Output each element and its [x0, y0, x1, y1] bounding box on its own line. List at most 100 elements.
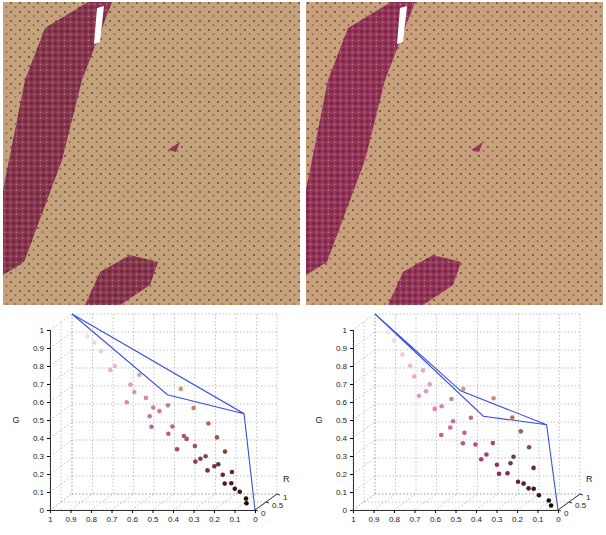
grid-line [375, 350, 580, 351]
point [479, 457, 484, 462]
tick-label: 0.1 [532, 515, 544, 524]
tick: 0.2 [209, 510, 221, 524]
tick-label: 0.7 [336, 380, 348, 389]
tick: 0.7 [106, 510, 118, 524]
tick: 0.7 [409, 510, 421, 524]
grid-line [113, 314, 114, 494]
tick: 0.4 [471, 510, 483, 524]
tick-mark [47, 438, 50, 439]
tick: 0.6 [430, 510, 442, 524]
tick-label: 1 [343, 326, 348, 335]
z-axis: 00.51R [558, 474, 593, 518]
fibrous-band [306, 2, 415, 275]
point [469, 416, 474, 421]
tick: 0.2 [512, 510, 524, 524]
tick-mark [435, 510, 436, 513]
grid-line [133, 314, 134, 494]
grid-line [72, 404, 277, 405]
tissue-nuclei [306, 2, 603, 305]
tick: 0.2 [336, 470, 353, 479]
histology-image [306, 2, 603, 305]
tissue-nuclei [3, 2, 300, 305]
fibrous-band [85, 255, 158, 305]
tick-mark [350, 420, 353, 421]
tick: 0.3 [491, 510, 503, 524]
tick-label: 0.4 [168, 515, 180, 524]
grid-line [364, 322, 365, 502]
point [221, 473, 226, 478]
histology-image [3, 2, 300, 305]
tick-label: 0.1 [33, 488, 45, 497]
tick-mark [173, 510, 174, 513]
tick-label: 0.8 [389, 515, 401, 524]
tick-mark [517, 510, 518, 513]
tick: 0.9 [368, 510, 380, 524]
point [113, 364, 118, 369]
tick-mark [476, 510, 477, 513]
tick-mark [112, 510, 113, 513]
tick-label: 0 [40, 506, 45, 515]
tick: 0.8 [86, 510, 98, 524]
grid-line [375, 494, 580, 495]
point [521, 481, 526, 486]
tick-label: 0.6 [336, 398, 348, 407]
grid-line [91, 494, 113, 510]
grid-line [256, 314, 257, 494]
grid-line [539, 314, 540, 494]
grid-line [375, 386, 580, 387]
grid-line [72, 440, 277, 441]
point [205, 468, 210, 473]
tick-label: 0 [343, 506, 348, 515]
fibrous-texture [388, 255, 461, 305]
z-axis: 00.51R [255, 474, 290, 518]
tick-mark [350, 474, 353, 475]
grid [50, 314, 277, 510]
y-axis: 00.10.20.30.40.50.60.70.80.91 [336, 326, 354, 515]
tick-mark [350, 330, 353, 331]
tick-mark [255, 510, 258, 511]
grid-line [375, 422, 580, 423]
tick-label: 0 [253, 515, 258, 524]
tick-label: 0.2 [336, 470, 348, 479]
point [386, 330, 391, 335]
point [527, 445, 532, 450]
fibrous-band [388, 255, 461, 305]
point [491, 441, 496, 446]
point [537, 493, 542, 498]
point [92, 340, 97, 345]
tick-mark [497, 510, 498, 513]
hull-line [72, 314, 255, 510]
point [491, 396, 496, 401]
tick: 0.6 [127, 510, 139, 524]
tick-mark [91, 510, 92, 513]
tick: 0.2 [33, 470, 50, 479]
tick-mark [350, 384, 353, 385]
point [417, 394, 422, 399]
plot-area [375, 314, 558, 510]
grid-line [436, 314, 437, 494]
fibrous-texture [85, 255, 158, 305]
point [244, 496, 249, 501]
point [212, 464, 217, 469]
fibrous-texture [3, 2, 112, 275]
axis-line [51, 511, 256, 514]
tick-label: 0.8 [33, 362, 45, 371]
grid-line [61, 502, 266, 503]
point [128, 382, 133, 387]
point [451, 419, 456, 424]
point [508, 461, 513, 466]
tissue-background [306, 2, 603, 305]
point [166, 431, 171, 436]
tick-label: 0.1 [336, 488, 348, 497]
tick: 0.8 [336, 362, 353, 371]
point [432, 407, 437, 412]
axis-title: R [283, 474, 290, 484]
small-vessel [168, 142, 180, 152]
point [184, 437, 189, 442]
tick-mark [47, 420, 50, 421]
point [473, 442, 478, 447]
point [193, 459, 198, 464]
grid-line [72, 314, 277, 315]
point [531, 487, 536, 492]
small-vessel [471, 142, 483, 152]
